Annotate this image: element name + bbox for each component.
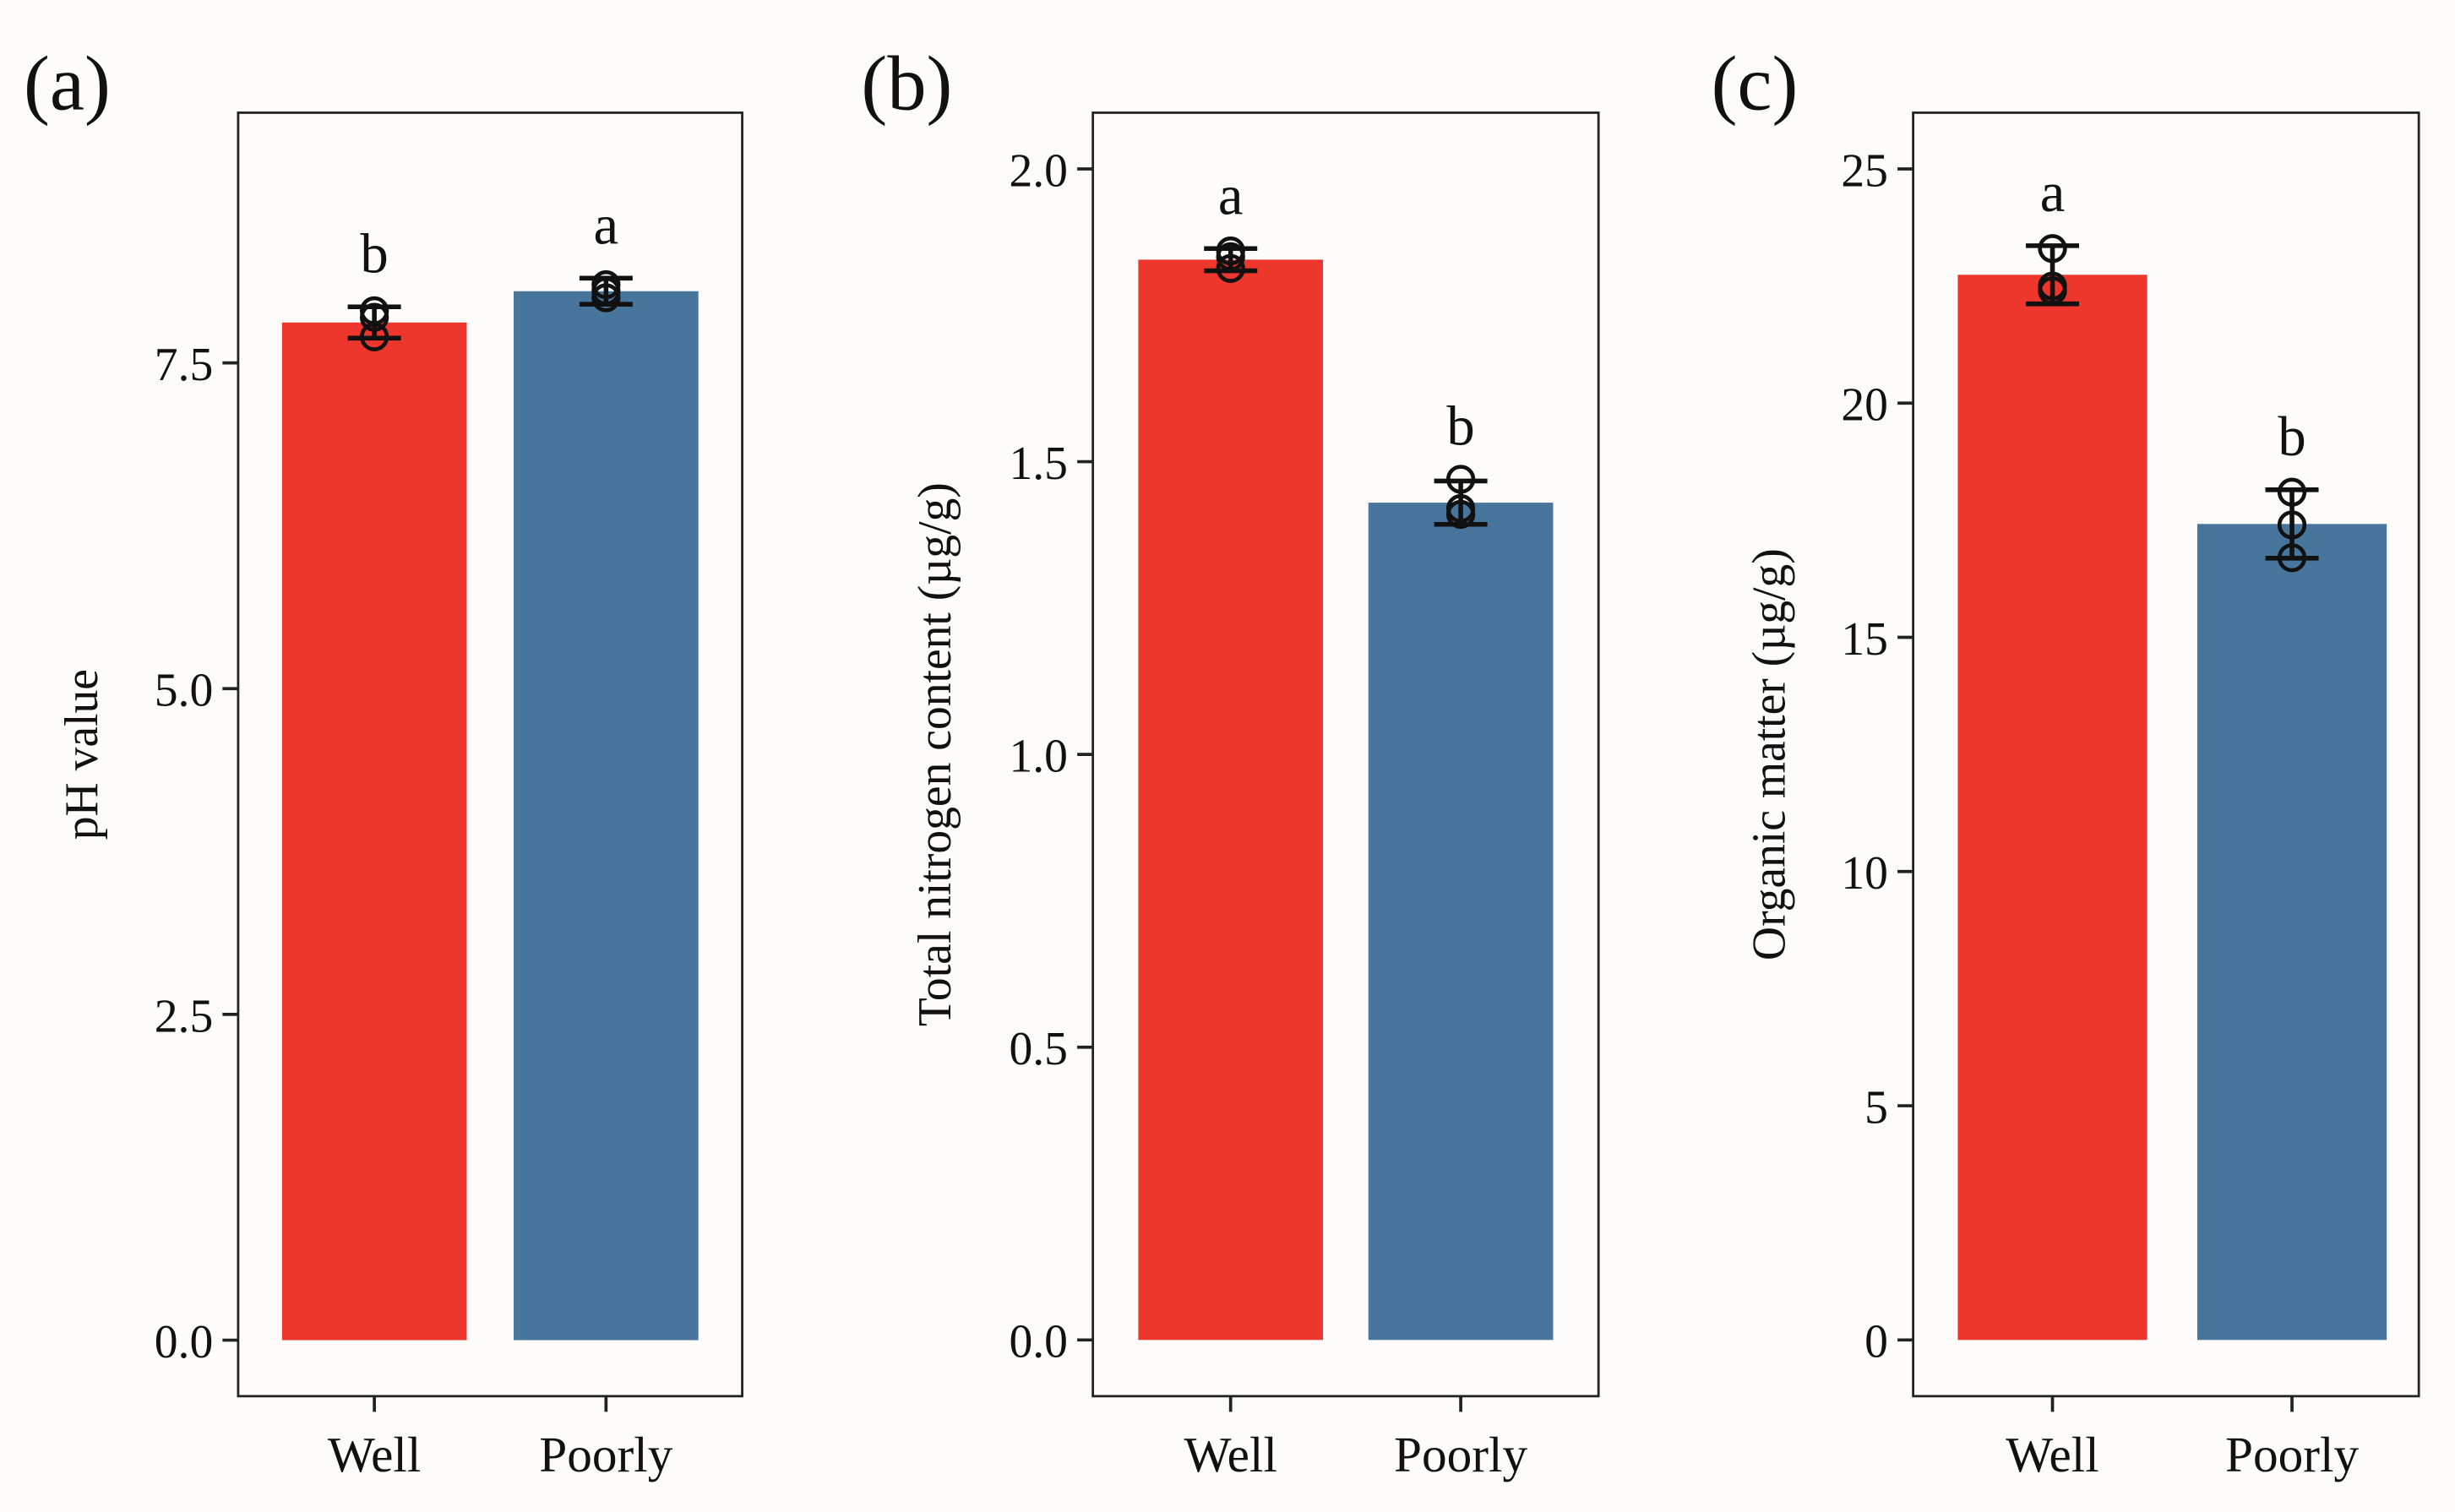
bar (281, 322, 467, 1341)
significance-label: a (2040, 162, 2066, 224)
data-point (2277, 477, 2307, 507)
y-tick-label: 2.5 (155, 990, 213, 1042)
data-point (591, 283, 621, 313)
y-tick-label: 7.5 (155, 339, 213, 391)
plot-frame (1912, 111, 2420, 1398)
data-point (2038, 276, 2067, 306)
y-tick-label: 0.5 (1010, 1023, 1068, 1075)
bar (514, 291, 699, 1341)
significance-label: b (2278, 406, 2305, 468)
y-tick-label: 15 (1841, 613, 1888, 666)
y-tick-label: 0.0 (1010, 1316, 1068, 1368)
data-point (2277, 510, 2307, 540)
bar (1368, 503, 1554, 1341)
data-point (1445, 465, 1476, 494)
y-axis-label: Total nitrogen content (µg/g) (909, 482, 961, 1026)
y-tick-label: 0.0 (155, 1316, 213, 1368)
bar (1138, 259, 1324, 1341)
data-point (2038, 234, 2067, 264)
significance-label: b (1446, 396, 1474, 458)
data-point (359, 322, 389, 351)
significance-label: a (594, 195, 619, 257)
x-tick-label: Poorly (539, 1427, 672, 1482)
data-point (1216, 253, 1245, 283)
y-tick-label: 5 (1864, 1081, 1888, 1134)
y-tick-label: 1.0 (1010, 731, 1068, 783)
y-tick-label: 2.0 (1010, 144, 1068, 197)
panel-label: (b) (861, 41, 952, 128)
panel-label: (c) (1712, 41, 1799, 128)
significance-label: b (360, 223, 388, 285)
bar (2196, 524, 2387, 1341)
data-point (1216, 242, 1245, 272)
x-tick-label: Well (1184, 1427, 1276, 1482)
y-axis-label: Organic matter (µg/g) (1743, 548, 1795, 960)
x-tick-label: Well (2006, 1427, 2098, 1482)
y-axis-label: pH value (56, 669, 108, 840)
y-tick-label: 25 (1841, 144, 1888, 197)
data-point (2277, 543, 2307, 573)
x-tick-label: Well (328, 1427, 421, 1482)
significance-label: a (1218, 165, 1244, 226)
y-tick-label: 0 (1864, 1316, 1888, 1368)
y-tick-label: 1.5 (1010, 438, 1068, 490)
plot-frame (237, 111, 743, 1398)
y-tick-label: 5.0 (155, 665, 213, 717)
data-point (359, 302, 389, 332)
y-tick-label: 20 (1841, 379, 1888, 432)
data-point (1445, 499, 1476, 530)
bar (1957, 275, 2147, 1341)
x-tick-label: Poorly (2225, 1427, 2359, 1482)
x-tick-label: Poorly (1394, 1427, 1527, 1482)
panel-label: (a) (24, 41, 111, 128)
y-tick-label: 10 (1841, 847, 1888, 900)
